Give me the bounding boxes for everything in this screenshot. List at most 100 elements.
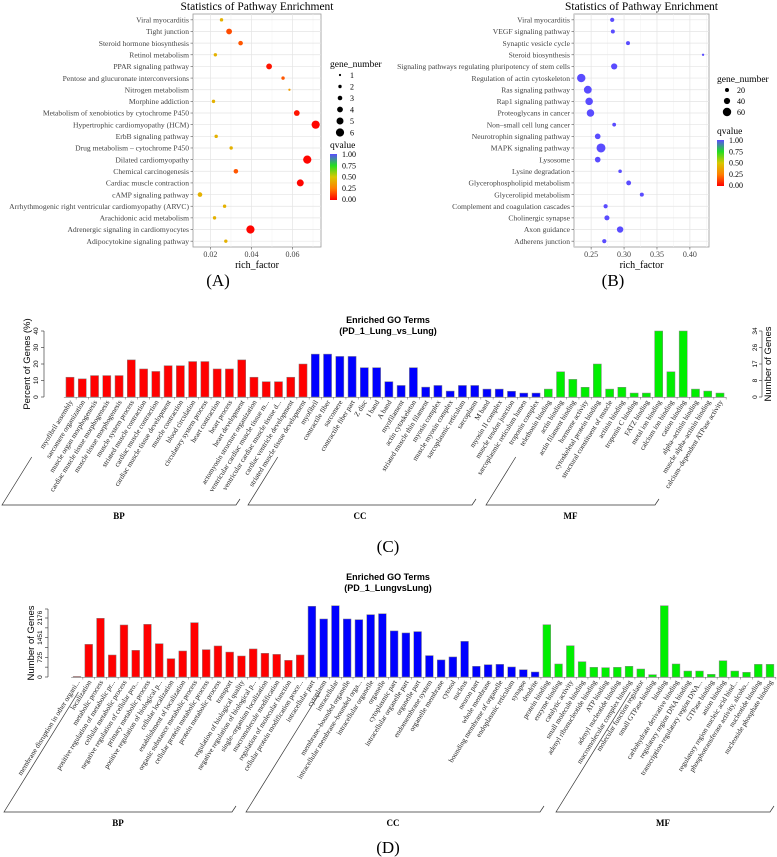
- panel-c-go-bar-chart: Enriched GO Terms(PD_1_Lung_vs_Lung) 0 10 2…: [1, 315, 774, 521]
- pathway-label: Steroid hormone biosynthesis: [99, 39, 189, 48]
- bar-bp: [90, 375, 99, 398]
- bar-cc: [421, 386, 430, 398]
- data-point: [602, 239, 607, 244]
- size-legend-label: 60: [737, 108, 745, 117]
- y-tick-label: 0: [33, 395, 40, 399]
- pathway-label: Cardiac muscle contraction: [106, 179, 189, 188]
- pathway-label: Synaptic vesicle cycle: [503, 39, 571, 48]
- bar-bp: [261, 381, 271, 398]
- right-y-tick-label: 0: [752, 395, 759, 399]
- bar-bp: [84, 644, 93, 678]
- pathway-label: Viral myocarditis: [517, 16, 570, 25]
- data-point: [214, 134, 218, 139]
- pathway-label: Metabolism of xenobiotics by cytochrome …: [43, 109, 189, 118]
- bar-mf: [718, 660, 728, 678]
- bar-cc: [413, 631, 422, 678]
- bar-mf: [577, 661, 587, 678]
- color-legend-label: 0.25: [342, 184, 356, 193]
- bar-cc: [519, 669, 528, 678]
- bar-cc: [323, 353, 332, 398]
- pathway-label: Adipocytokine signaling pathway: [87, 237, 190, 246]
- pathway-label: Viral myocarditis: [136, 16, 189, 25]
- size-legend-title: gene_number: [717, 75, 770, 85]
- pathway-label: Signaling pathways regulating pluripoten…: [397, 62, 570, 71]
- panel-a-pathway-scatter: Statistics of Pathway Enrichment 0.02 0.04…: [9, 1, 382, 271]
- data-point: [219, 18, 224, 22]
- color-legend-bar: [330, 154, 337, 200]
- bar-cc: [319, 618, 328, 678]
- size-legend-label: 3: [350, 94, 354, 103]
- bar-cc: [401, 632, 411, 678]
- bar-cc: [483, 664, 493, 678]
- bar-mf: [691, 388, 700, 398]
- x-tick-label: 0.30: [617, 250, 631, 259]
- data-point: [293, 110, 300, 116]
- bar-mf: [554, 663, 563, 678]
- group-label-bp: BP: [112, 818, 124, 828]
- color-legend-title: qvalue: [717, 127, 742, 137]
- pathway-label: MAPK signaling pathway: [491, 144, 571, 153]
- color-legend-label: 0.75: [729, 147, 743, 156]
- bar-mf: [617, 387, 627, 398]
- bar-bp: [102, 375, 112, 398]
- color-legend-bar: [717, 140, 724, 186]
- bar-mf: [695, 670, 704, 678]
- bar-mf: [629, 392, 639, 398]
- size-legend-label: 4: [350, 106, 354, 115]
- data-point: [594, 133, 601, 140]
- color-legend-label: 0.50: [342, 173, 356, 182]
- x-tick-label: 0.40: [683, 250, 697, 259]
- size-legend-label: 5: [350, 117, 354, 126]
- size-legend-dot: [722, 107, 732, 117]
- bar-cc: [519, 392, 529, 398]
- data-point: [618, 169, 622, 174]
- bar-cc: [366, 614, 375, 678]
- pathway-label: Glycerolipid metabolism: [494, 190, 570, 199]
- data-point: [612, 122, 617, 127]
- color-legend-label: 0.50: [729, 159, 743, 168]
- bar-mf: [671, 663, 681, 678]
- bar-bp: [131, 650, 140, 678]
- bar-cc: [436, 659, 446, 678]
- size-legend-dot: [725, 88, 729, 92]
- bar-mf: [648, 674, 657, 678]
- bar-mf: [542, 624, 551, 678]
- size-legend-dot: [337, 106, 343, 113]
- group-bracket: [245, 691, 545, 813]
- caption-a: (A): [206, 271, 230, 290]
- data-point: [197, 192, 203, 197]
- y-tick-label: 10: [33, 377, 40, 385]
- bar-cc: [307, 605, 317, 678]
- bar-bp: [237, 359, 246, 398]
- bar-cc: [390, 630, 399, 678]
- bar-bp: [260, 653, 270, 678]
- data-point: [233, 168, 239, 174]
- color-legend-label: 0.75: [342, 161, 356, 170]
- data-point: [596, 143, 606, 153]
- size-legend-label: 2: [350, 83, 354, 92]
- pathway-label: Dilated cardiomyopathy: [115, 155, 189, 164]
- bar-cc: [472, 666, 481, 678]
- pathway-label: Neurotrophin signaling pathway: [472, 132, 570, 141]
- bar-cc: [458, 385, 467, 398]
- bar-cc: [460, 641, 469, 678]
- right-y-axis-title: Number of Genes: [763, 326, 774, 401]
- pathway-label: Drug metabolism – cytochrome P450: [75, 144, 189, 153]
- x-axis-title: rich_factor: [620, 260, 665, 271]
- bar-cc: [343, 618, 352, 678]
- bar-mf: [715, 392, 725, 398]
- group-label-cc: CC: [387, 818, 400, 828]
- bar-cc: [360, 367, 369, 398]
- bar-mf: [754, 664, 763, 678]
- size-legend-dot: [338, 73, 342, 77]
- pathway-label: Retinol metabolism: [129, 50, 189, 59]
- pathway-label: Complement and coagulation cascades: [452, 202, 570, 211]
- bar-cc: [354, 619, 364, 678]
- bar-mf: [642, 392, 651, 398]
- y-tick-label: 20: [33, 360, 40, 368]
- bar-bp: [72, 676, 82, 678]
- pathway-label: Ras signaling pathway: [501, 85, 570, 94]
- bar-bp: [298, 363, 308, 398]
- chart-subtitle: (PD_1_Lung_vs_Lung): [339, 326, 437, 336]
- bar-bp: [96, 618, 105, 678]
